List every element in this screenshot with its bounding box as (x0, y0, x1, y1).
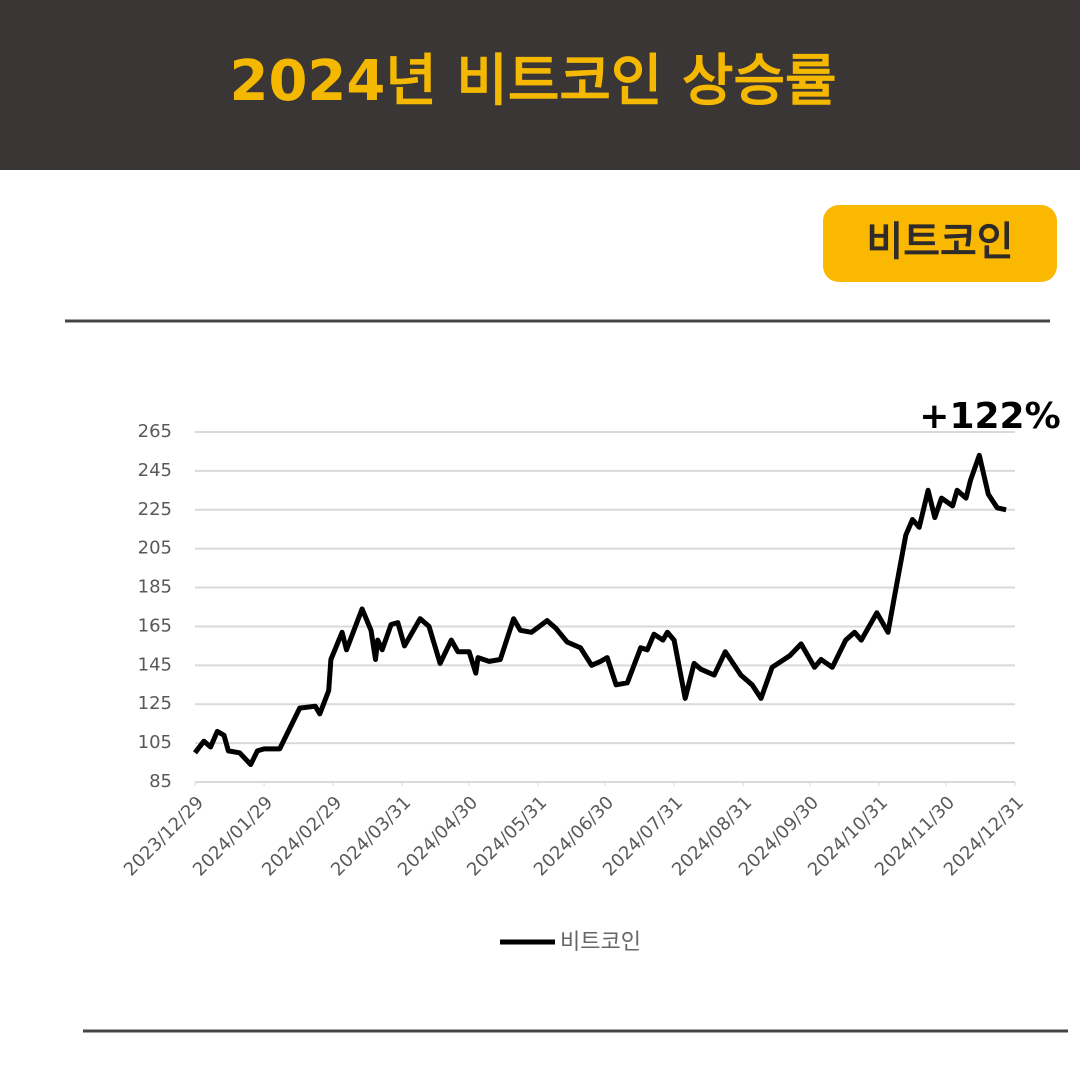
y-tick-label: 165 (138, 615, 172, 636)
header (0, 0, 1080, 170)
y-tick-label: 145 (138, 654, 172, 675)
y-tick-label: 245 (138, 460, 172, 481)
y-tick-label: 185 (138, 577, 172, 598)
y-tick-label: 205 (138, 538, 172, 559)
y-tick-label: 265 (138, 421, 172, 442)
badge (823, 205, 1057, 282)
y-tick-label: 85 (149, 771, 172, 792)
y-tick-label: 125 (138, 693, 172, 714)
y-tick-label: 225 (138, 499, 172, 520)
badge-text: 비트코인 (866, 219, 1013, 265)
line (193, 452, 1007, 767)
annotation: +122% (919, 396, 1060, 437)
y-tick-label: 105 (138, 732, 172, 753)
legend-label: 비트코인 (560, 930, 641, 955)
chart-title: 2024년 비트코인 상승률 (229, 49, 836, 114)
